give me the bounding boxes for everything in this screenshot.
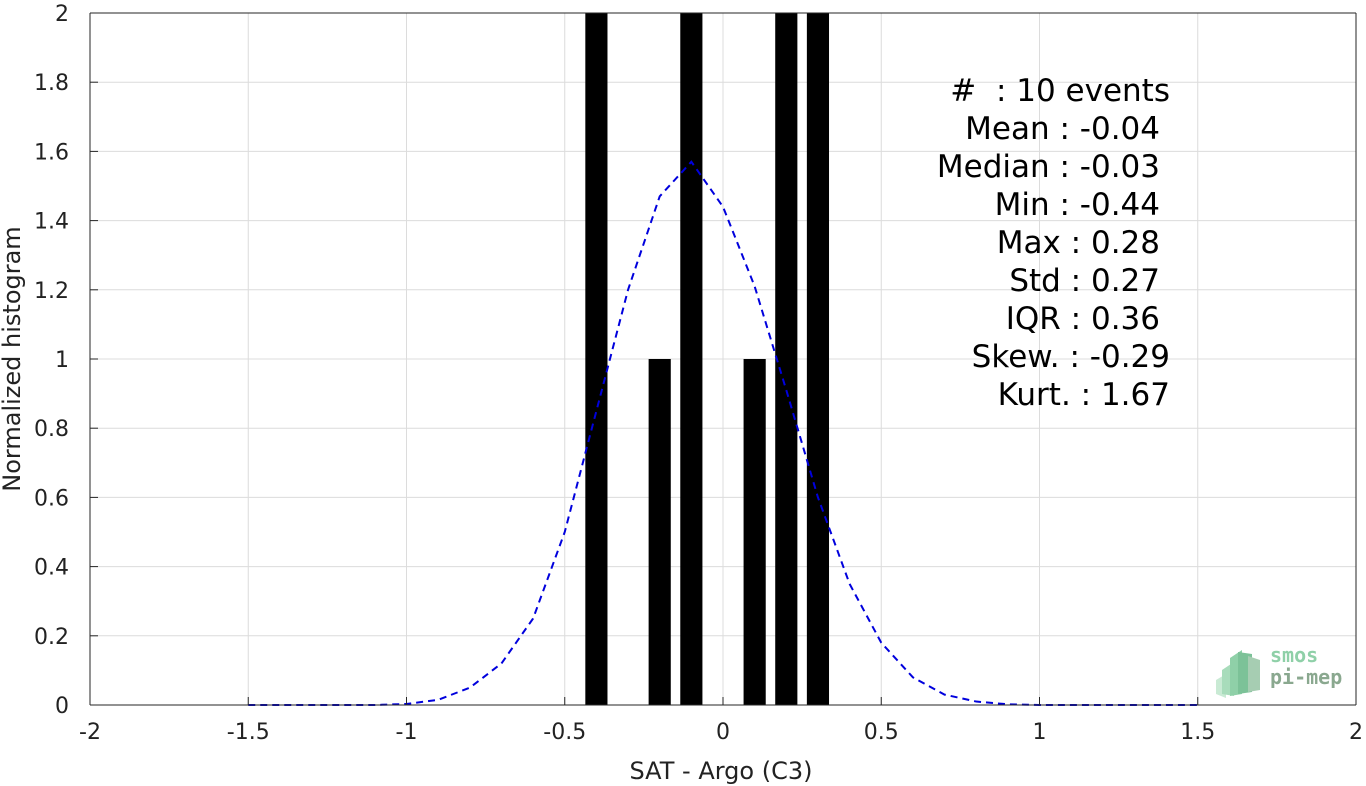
grid xyxy=(89,12,1357,706)
y-tick-label-1: 0.2 xyxy=(34,625,69,650)
y-tick-label-0: 0 xyxy=(55,694,69,719)
y-tick-label-6: 1.2 xyxy=(34,279,69,304)
x-tick-label-7: 1.5 xyxy=(1180,720,1215,745)
y-tick-label-2: 0.4 xyxy=(34,556,69,581)
histogram-bar-3 xyxy=(743,359,766,705)
axes xyxy=(89,12,1357,706)
stat-iqr: IQR : 0.36 xyxy=(1005,301,1160,337)
histogram-bar-4 xyxy=(775,13,798,705)
bars xyxy=(585,13,830,705)
histogram-bar-0 xyxy=(585,13,608,705)
x-tick-label-3: -0.5 xyxy=(543,720,586,745)
y-axis-label: Normalized histogram xyxy=(0,226,26,491)
y-tick-label-7: 1.4 xyxy=(34,210,69,235)
logo-text: smos pi-mep xyxy=(1270,644,1342,688)
stat-min: Min : -0.44 xyxy=(994,187,1160,223)
logo-line2: pi-mep xyxy=(1270,665,1343,689)
stat-count: # : 10 events xyxy=(950,73,1170,109)
logo-mark-icon xyxy=(1216,650,1260,698)
histogram-bar-2 xyxy=(680,13,703,705)
stat-kurt: Kurt. : 1.67 xyxy=(997,377,1170,413)
x-tick-label-1: -1.5 xyxy=(227,720,270,745)
smos-pi-mep-logo: smos pi-mep xyxy=(1212,642,1362,702)
stat-max: Max : 0.28 xyxy=(996,225,1160,261)
x-tick-label-2: -1 xyxy=(396,720,418,745)
stat-std: Std : 0.27 xyxy=(1009,263,1160,299)
logo-line1: smos xyxy=(1270,643,1319,667)
x-tick-label-5: 0.5 xyxy=(864,720,899,745)
y-tick-label-5: 1 xyxy=(55,348,69,373)
x-axis-label: SAT - Argo (C3) xyxy=(630,757,813,785)
tick-labels: -2 -1.5 -1 -0.5 0 0.5 1 1.5 2 0 0.2 0.4 0.6 0.8 1 1.2 1.… xyxy=(34,2,1363,745)
x-tick-label-6: 1 xyxy=(1033,720,1047,745)
stat-mean: Mean : -0.04 xyxy=(965,111,1160,147)
stat-median: Median : -0.03 xyxy=(936,149,1160,185)
y-tick-label-8: 1.6 xyxy=(34,140,69,165)
histogram-bar-1 xyxy=(648,359,671,705)
y-tick-label-10: 2 xyxy=(55,2,69,27)
x-tick-label-0: -2 xyxy=(79,720,101,745)
stat-skew: Skew. : -0.29 xyxy=(971,339,1170,375)
histogram-bar-5 xyxy=(806,13,830,705)
y-tick-label-9: 1.8 xyxy=(34,71,69,96)
statistics-annotation: # : 10 events Mean : -0.04 Median : -0.0… xyxy=(900,72,1170,414)
y-tick-label-3: 0.6 xyxy=(34,486,69,511)
x-tick-label-4: 0 xyxy=(716,720,730,745)
y-tick-label-4: 0.8 xyxy=(34,417,69,442)
x-tick-label-8: 2 xyxy=(1349,720,1363,745)
